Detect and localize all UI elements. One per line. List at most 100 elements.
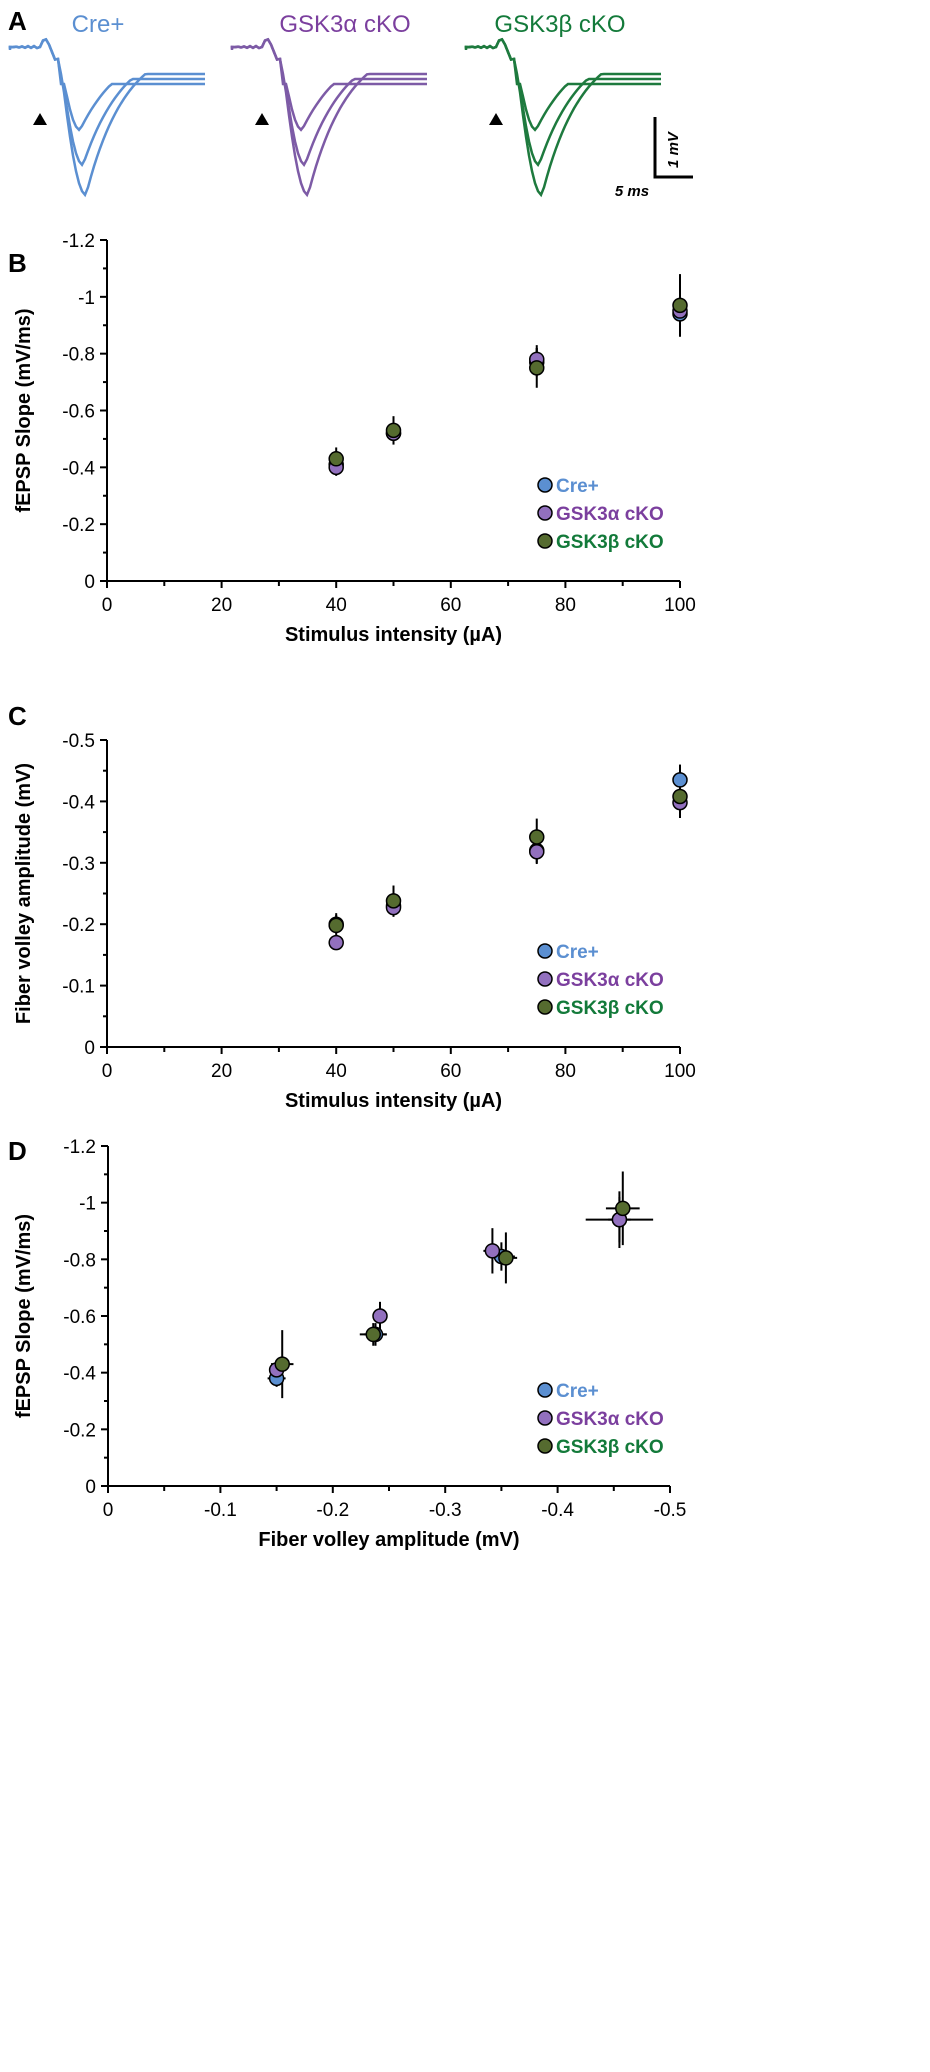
trace-2-2 bbox=[464, 37, 661, 198]
trace-2-1 bbox=[464, 37, 661, 168]
x-tick-label: 100 bbox=[664, 1061, 696, 1082]
y-tick-label: -1.2 bbox=[62, 231, 95, 252]
data-point bbox=[328, 917, 344, 934]
data-point bbox=[529, 843, 545, 860]
y-tick-label: -0.8 bbox=[62, 345, 95, 366]
x-tick-label: 40 bbox=[326, 595, 347, 616]
legend-label: Cre+ bbox=[556, 942, 599, 963]
data-point bbox=[672, 772, 688, 788]
legend-label: GSK3β cKO bbox=[556, 1437, 664, 1458]
y-tick-label: -0.1 bbox=[62, 977, 95, 998]
data-point bbox=[385, 893, 402, 909]
x-tick-label: 0 bbox=[102, 1061, 113, 1082]
data-point bbox=[498, 1250, 514, 1266]
y-tick-label: -0.6 bbox=[63, 1307, 96, 1328]
y-axis-label: Fiber volley amplitude (mV) bbox=[13, 763, 35, 1024]
legend-label: Cre+ bbox=[556, 476, 599, 497]
y-tick-label: -0.2 bbox=[63, 1420, 96, 1441]
x-tick-label: -0.5 bbox=[654, 1500, 687, 1521]
chart-d: 0 -0.2 -0.4 -0.6 -0.8 -1 -1.2 0 -0.1 -0.2 -0.3 -0.4… bbox=[13, 1137, 686, 1551]
trace-0-2 bbox=[8, 37, 205, 198]
legend-marker bbox=[537, 943, 553, 959]
data-point bbox=[484, 1243, 501, 1259]
y-tick-label: 0 bbox=[84, 572, 95, 593]
y-tick-label: 0 bbox=[84, 1038, 95, 1059]
trace-1-2 bbox=[230, 37, 427, 198]
trace-0-1 bbox=[8, 37, 205, 168]
data-point bbox=[365, 1326, 382, 1343]
legend-marker bbox=[537, 533, 553, 549]
x-tick-label: 0 bbox=[103, 1500, 114, 1521]
panel-label-c: C bbox=[8, 701, 27, 731]
scale-h-label: 5 ms bbox=[615, 183, 649, 200]
panel-label-b: B bbox=[8, 248, 27, 278]
legend-label: GSK3β cKO bbox=[556, 532, 664, 553]
stimulus-arrow-icon bbox=[489, 113, 503, 125]
scale-v-label: 1 mV bbox=[665, 130, 682, 168]
stimulus-arrow-icon bbox=[33, 113, 47, 125]
x-tick-label: 100 bbox=[664, 595, 696, 616]
x-axis-label: Stimulus intensity (µA) bbox=[285, 624, 502, 646]
y-tick-label: 0 bbox=[85, 1477, 96, 1498]
data-point bbox=[274, 1356, 290, 1372]
y-tick-label: -0.2 bbox=[62, 515, 95, 536]
legend-label: Cre+ bbox=[556, 1381, 599, 1402]
trace-1-1 bbox=[230, 37, 427, 168]
x-tick-label: -0.4 bbox=[541, 1500, 574, 1521]
chart-b: 0 -0.2 -0.4 -0.6 -0.8 -1 -1.2 0 20 40 60 80 100 Stimu… bbox=[13, 231, 696, 646]
data-point bbox=[672, 297, 688, 314]
x-tick-label: 20 bbox=[211, 1061, 232, 1082]
scale-bar bbox=[653, 117, 693, 179]
legend-label: GSK3α cKO bbox=[556, 1409, 664, 1430]
y-tick-label: -1.2 bbox=[63, 1137, 96, 1158]
data-point bbox=[529, 829, 545, 845]
legend-marker bbox=[537, 505, 553, 521]
y-tick-label: -0.3 bbox=[62, 854, 95, 875]
stimulus-arrow-icon bbox=[255, 113, 269, 125]
x-axis-label: Fiber volley amplitude (mV) bbox=[258, 1529, 519, 1551]
x-tick-label: -0.1 bbox=[204, 1500, 237, 1521]
x-tick-label: 80 bbox=[555, 595, 576, 616]
x-tick-label: 60 bbox=[440, 595, 461, 616]
y-axis-label: fEPSP Slope (mV/ms) bbox=[13, 1214, 35, 1418]
y-tick-label: -1 bbox=[78, 288, 95, 309]
legend-label: GSK3β cKO bbox=[556, 998, 664, 1019]
legend-label: GSK3α cKO bbox=[556, 504, 664, 525]
data-point bbox=[672, 788, 688, 805]
data-point bbox=[529, 360, 545, 376]
y-tick-label: -1 bbox=[79, 1194, 96, 1215]
legend-marker bbox=[537, 1410, 553, 1426]
trace-panel: Cre+ GSK3α cKO GSK3β cKO 1 mV 5 ms bbox=[8, 11, 693, 200]
legend-label: GSK3α cKO bbox=[556, 970, 664, 991]
y-tick-label: -0.4 bbox=[63, 1364, 96, 1385]
legend-marker bbox=[537, 1382, 553, 1398]
y-tick-label: -0.5 bbox=[62, 731, 95, 752]
data-point bbox=[385, 422, 402, 439]
y-tick-label: -0.6 bbox=[62, 402, 95, 423]
legend-marker bbox=[537, 999, 553, 1015]
x-tick-label: 40 bbox=[326, 1061, 347, 1082]
y-tick-label: -0.2 bbox=[62, 915, 95, 936]
trace-label-alpha: GSK3α cKO bbox=[279, 11, 410, 38]
legend-marker bbox=[537, 971, 553, 987]
data-point bbox=[615, 1200, 631, 1217]
data-point bbox=[328, 451, 344, 467]
legend-marker bbox=[537, 1438, 553, 1454]
legend-marker bbox=[537, 477, 553, 493]
trace-label-cre: Cre+ bbox=[72, 11, 125, 38]
x-tick-label: -0.2 bbox=[316, 1500, 349, 1521]
y-tick-label: -0.4 bbox=[62, 792, 95, 813]
panel-label-d: D bbox=[8, 1136, 27, 1166]
x-tick-label: 80 bbox=[555, 1061, 576, 1082]
data-point bbox=[328, 934, 344, 951]
panel-label-a: A bbox=[8, 6, 27, 36]
y-tick-label: -0.8 bbox=[63, 1250, 96, 1271]
y-axis-label: fEPSP Slope (mV/ms) bbox=[13, 308, 35, 512]
x-tick-label: 0 bbox=[102, 595, 113, 616]
trace-label-beta: GSK3β cKO bbox=[494, 11, 625, 38]
y-tick-label: -0.4 bbox=[62, 458, 95, 479]
x-axis-label: Stimulus intensity (µA) bbox=[285, 1090, 502, 1112]
x-tick-label: -0.3 bbox=[429, 1500, 462, 1521]
x-tick-label: 20 bbox=[211, 595, 232, 616]
